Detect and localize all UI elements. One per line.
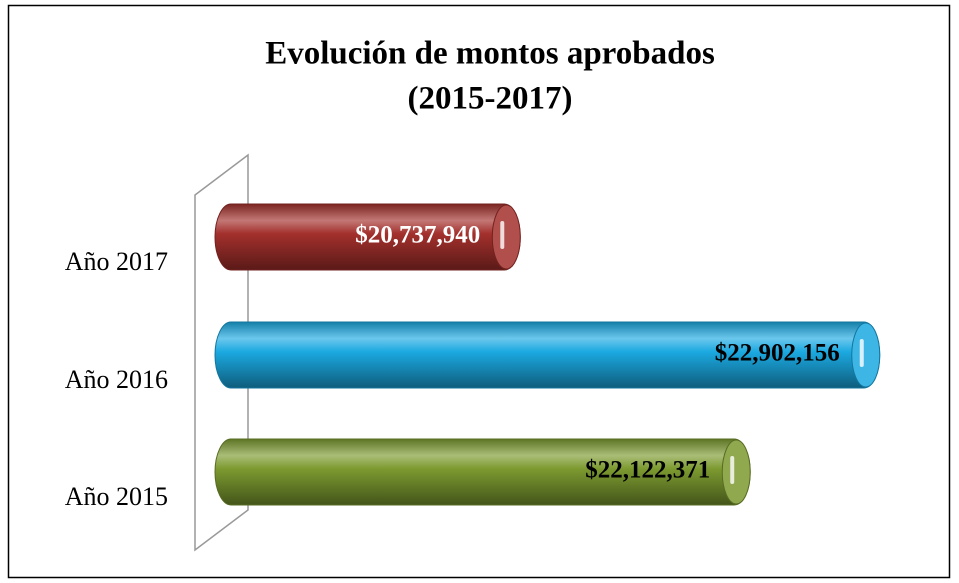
bar-cap [491, 204, 521, 270]
back-wall [194, 153, 249, 552]
value-label: $20,737,940 [355, 222, 480, 249]
bar-cap [721, 439, 751, 505]
y-tick-label: Año 2015 [65, 482, 168, 511]
value-label: $22,902,156 [715, 340, 840, 367]
value-label: $22,122,371 [585, 457, 710, 484]
bar-highlight [859, 339, 864, 367]
y-tick-label: Año 2016 [65, 365, 168, 394]
bar-highlight [500, 221, 505, 249]
bar-highlight [730, 456, 735, 484]
chart-title: (2015-2017) [408, 81, 573, 117]
bar-cap [851, 322, 881, 388]
chart-title: Evolución de montos aprobados [265, 36, 715, 72]
y-tick-label: Año 2017 [65, 247, 168, 276]
